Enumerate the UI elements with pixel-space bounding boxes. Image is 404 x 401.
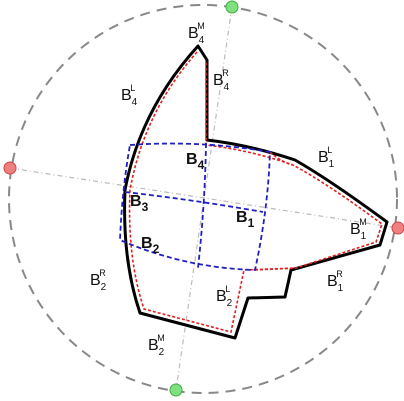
label-base: B (186, 151, 198, 168)
control-point (3, 161, 17, 175)
label-sub: 2 (101, 282, 107, 293)
core-grid (119, 142, 271, 271)
region-label: B4 R (213, 68, 230, 93)
region-label: B2 (141, 235, 160, 256)
label-sub: 4 (132, 97, 138, 108)
region-boundary (254, 151, 297, 271)
label-sup: M (359, 217, 367, 227)
label-sup: L (225, 284, 230, 294)
label-sub: 1 (338, 283, 344, 294)
label-base: B (130, 193, 142, 210)
label-base: B (213, 72, 224, 89)
core-grid (124, 142, 264, 269)
region-label: B2 R (90, 268, 107, 293)
axis-line (9, 167, 399, 229)
region-label: B1 (236, 209, 255, 230)
label-sub: 2 (159, 347, 165, 358)
label-base: B (148, 337, 159, 354)
label-base: B (318, 149, 329, 166)
label-sup: L (327, 145, 332, 155)
label-sub: 4 (198, 158, 205, 172)
label-base: B (236, 209, 248, 226)
label-sub: 2 (227, 298, 233, 309)
region-label: B4 (186, 151, 205, 172)
control-point (225, 0, 239, 14)
label-sup: R (99, 268, 106, 278)
outer-circle (8, 4, 398, 394)
label-sub: 2 (153, 242, 160, 256)
label-base: B (350, 221, 361, 238)
region-label: B1 R (327, 269, 344, 294)
label-sub: 4 (224, 82, 230, 93)
region-label: B1 M (350, 217, 367, 242)
label-sub: 3 (142, 200, 149, 214)
label-base: B (216, 288, 227, 305)
outline (123, 44, 389, 340)
label-base: B (121, 87, 132, 104)
label-sub: 4 (199, 35, 205, 46)
region-label: B2 M (148, 333, 165, 358)
label-sup: L (130, 83, 135, 93)
region-label: B4 L (121, 83, 138, 108)
label-base: B (90, 272, 101, 289)
label-base: B (188, 25, 199, 42)
region-label: B1 L (318, 145, 335, 170)
label-sub: 1 (248, 216, 255, 230)
label-sup: R (336, 269, 343, 279)
control-point (169, 383, 183, 397)
control-point (391, 221, 404, 235)
region-label: B2 L (216, 284, 233, 309)
label-base: B (327, 273, 338, 290)
label-sub: 1 (329, 159, 335, 170)
region-label: B3 (130, 193, 149, 214)
region-label: B4 M (188, 21, 205, 46)
label-sup: M (157, 333, 165, 343)
label-sup: M (197, 21, 205, 31)
label-sup: R (222, 68, 229, 78)
label-sub: 1 (361, 231, 367, 242)
label-base: B (141, 235, 153, 252)
